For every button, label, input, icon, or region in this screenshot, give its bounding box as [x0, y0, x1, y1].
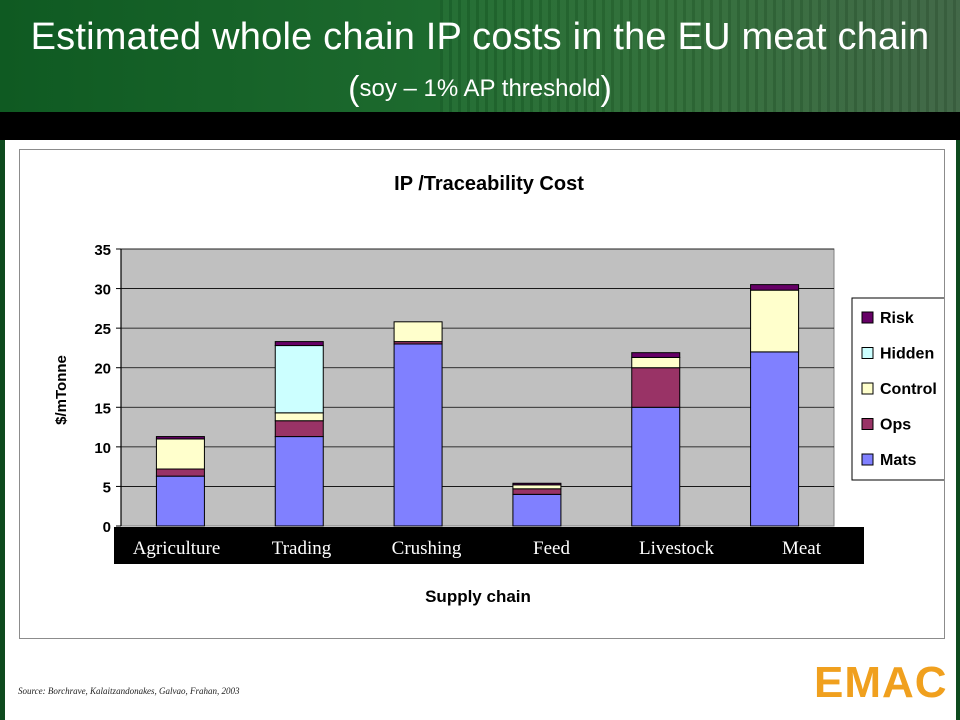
- banner-divider: [0, 112, 960, 140]
- y-tick-label: 15: [94, 400, 111, 417]
- title-banner: Estimated whole chain IP costs in the EU…: [0, 0, 960, 112]
- bar-segment-control-agriculture: [155, 438, 205, 470]
- category-label: Meat: [782, 538, 822, 559]
- bar-segment-control-feed: [512, 484, 562, 490]
- x-axis-label: Supply chain: [425, 587, 531, 606]
- bar-segment-risk-agriculture: [155, 436, 205, 440]
- subtitle-close-paren: ): [600, 70, 612, 108]
- bar-segment-ops-agriculture: [155, 468, 205, 477]
- y-tick-label: 0: [103, 519, 111, 536]
- bar-segment-control-meat: [750, 289, 800, 353]
- y-tick-label: 25: [94, 321, 111, 338]
- category-label-band: [114, 527, 864, 564]
- bar-segment-mats-feed: [512, 493, 562, 527]
- legend-label-risk: Risk: [880, 310, 914, 327]
- category-label: Livestock: [639, 538, 714, 559]
- category-label: Agriculture: [133, 538, 221, 559]
- bar-segment-mats-trading: [274, 436, 324, 527]
- banner-texture: [440, 0, 960, 112]
- legend-label-mats: Mats: [880, 452, 917, 469]
- legend-swatch-risk: [861, 311, 874, 324]
- bar-segment-control-livestock: [631, 356, 681, 369]
- bar-segment-mats-meat: [750, 351, 800, 527]
- legend-swatch-mats: [861, 453, 874, 466]
- stacked-bar-chart: IP /Traceability Cost $/mTonne Supply ch…: [53, 173, 944, 606]
- bar-segment-risk-trading: [274, 341, 324, 347]
- emac-logo: EMAC: [814, 658, 948, 707]
- bar-segment-mats-crushing: [393, 343, 443, 527]
- subtitle-open-paren: (: [348, 70, 360, 108]
- y-tick-label: 30: [94, 282, 111, 299]
- bar-segment-risk-meat: [750, 284, 800, 291]
- bar-segment-mats-agriculture: [155, 475, 205, 527]
- category-label: Crushing: [392, 538, 462, 559]
- bar-segment-mats-livestock: [631, 406, 681, 527]
- y-axis-label: $/mTonne: [53, 355, 70, 425]
- bar-segment-risk-livestock: [631, 352, 681, 358]
- y-tick-label: 20: [94, 361, 111, 378]
- bar-segment-ops-livestock: [631, 367, 681, 408]
- y-tick-label: 5: [103, 479, 111, 496]
- bar-segment-risk-feed: [512, 482, 562, 486]
- slide-subtitle: (soy – 1% AP threshold): [0, 66, 960, 108]
- left-border: [0, 140, 5, 720]
- subtitle-text: soy – 1% AP threshold: [359, 75, 601, 102]
- chart-title: IP /Traceability Cost: [394, 173, 584, 195]
- y-tick-label: 35: [94, 242, 111, 259]
- legend-label-control: Control: [880, 381, 937, 398]
- source-citation: Source: Borchrave, Kalaitzandonakes, Gal…: [18, 686, 240, 696]
- legend-label-hidden: Hidden: [880, 346, 934, 363]
- legend-swatch-ops: [861, 418, 874, 430]
- bar-segment-ops-feed: [512, 488, 562, 495]
- bar-segment-ops-trading: [274, 420, 324, 438]
- chart-frame: IP /Traceability Cost $/mTonne Supply ch…: [19, 149, 945, 639]
- category-label: Feed: [533, 538, 570, 559]
- bar-segment-control-trading: [274, 412, 324, 422]
- bar-segment-hidden-trading: [274, 345, 324, 414]
- legend-swatch-control: [861, 382, 874, 395]
- category-label: Trading: [272, 538, 332, 559]
- slide-title: Estimated whole chain IP costs in the EU…: [30, 16, 930, 58]
- y-tick-label: 10: [94, 440, 111, 457]
- plot-background: [120, 248, 835, 527]
- legend-label-ops: Ops: [880, 417, 911, 434]
- legend: Risk Hidden Control Ops Mats: [851, 297, 944, 481]
- bar-segment-control-crushing: [393, 321, 443, 343]
- legend-swatch-hidden: [861, 347, 874, 359]
- right-border: [956, 140, 960, 720]
- plot-area: 0 5 10 15 20 25 30 35 Agriculture Trading Crushing…: [94, 242, 864, 564]
